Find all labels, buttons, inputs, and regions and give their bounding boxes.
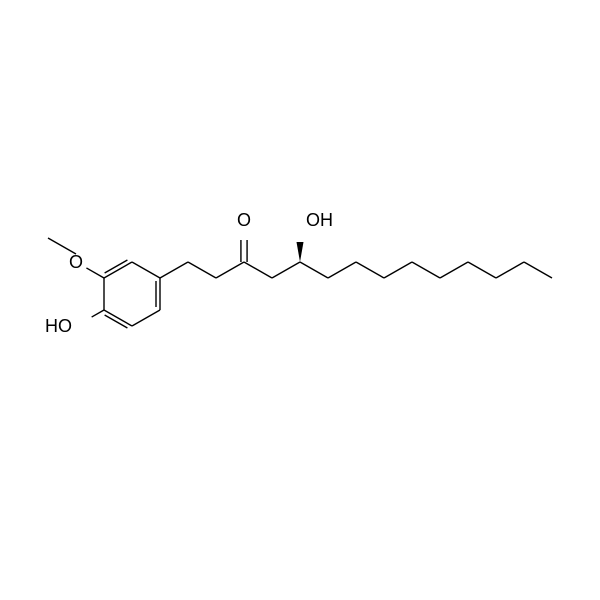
bond: [86, 268, 104, 278]
bond: [132, 310, 160, 326]
bond: [384, 262, 412, 278]
bond: [440, 262, 468, 278]
bond: [412, 262, 440, 278]
wedge-bond: [297, 242, 304, 262]
bond: [328, 262, 356, 278]
hydroxyl: OH: [306, 210, 333, 230]
bond: [300, 262, 328, 278]
bond: [356, 262, 384, 278]
bond: [496, 262, 524, 278]
phenol-hydroxyl: HO: [45, 316, 72, 336]
ketone-oxygen: O: [237, 210, 251, 230]
methoxy-oxygen: O: [69, 252, 83, 272]
bond: [272, 262, 300, 278]
bond: [104, 262, 132, 278]
bond: [216, 262, 244, 278]
bond: [524, 262, 552, 278]
bond: [160, 262, 188, 278]
bond: [104, 310, 132, 326]
bond: [244, 262, 272, 278]
bond: [188, 262, 216, 278]
bond: [132, 262, 160, 278]
molecule-diagram: O OH O HO: [0, 0, 600, 600]
bond: [92, 310, 104, 317]
bond: [468, 262, 496, 278]
